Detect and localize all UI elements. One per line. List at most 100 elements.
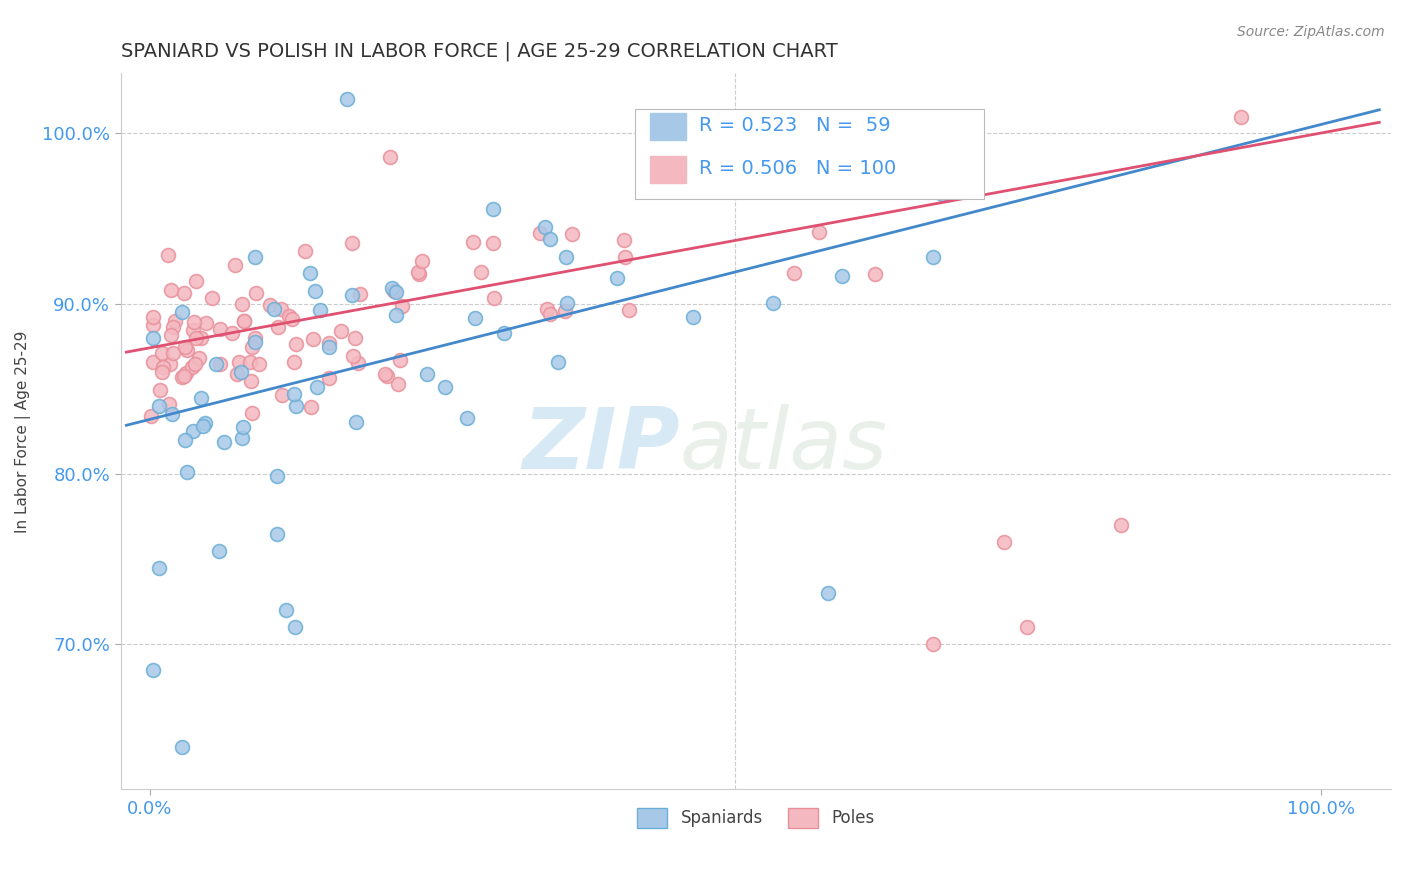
Point — [190, 391, 212, 405]
Point — [993, 535, 1015, 549]
Point — [209, 321, 232, 335]
Point — [173, 368, 195, 383]
Point — [408, 267, 430, 281]
Point — [142, 318, 165, 333]
Point — [804, 136, 827, 151]
Point — [381, 281, 404, 295]
FancyBboxPatch shape — [636, 109, 984, 199]
Point — [231, 432, 253, 446]
Point — [195, 316, 218, 330]
Point — [283, 387, 305, 401]
Point — [142, 355, 165, 369]
Point — [318, 336, 340, 351]
Point — [263, 301, 285, 316]
Point — [346, 356, 368, 370]
Point — [201, 291, 224, 305]
Point — [152, 359, 174, 374]
Point — [298, 266, 321, 280]
Point — [228, 355, 250, 369]
Point — [529, 227, 551, 241]
Point — [267, 319, 290, 334]
Point — [170, 370, 193, 384]
Point — [613, 233, 636, 247]
Point — [863, 267, 886, 281]
Point — [538, 307, 561, 321]
Point — [318, 370, 340, 384]
Point — [301, 401, 323, 415]
Point — [336, 92, 359, 106]
Point — [284, 620, 307, 634]
Point — [160, 283, 183, 297]
Point — [344, 415, 367, 429]
Point — [305, 380, 328, 394]
Point — [243, 331, 266, 345]
Point — [284, 336, 307, 351]
Point — [142, 310, 165, 324]
Point — [226, 367, 249, 381]
Point — [613, 250, 636, 264]
Point — [240, 340, 263, 354]
Point — [470, 264, 492, 278]
Point — [245, 335, 267, 350]
Point — [931, 187, 953, 202]
Point — [783, 266, 806, 280]
Point — [1230, 110, 1253, 124]
Point — [229, 366, 252, 380]
Point — [464, 311, 486, 326]
Text: ZIP: ZIP — [522, 404, 679, 487]
Point — [278, 309, 301, 323]
Point — [148, 399, 170, 413]
Point — [387, 377, 409, 392]
Text: R = 0.523   N =  59: R = 0.523 N = 59 — [699, 116, 890, 136]
Point — [150, 345, 173, 359]
Point — [266, 526, 288, 541]
Point — [142, 331, 165, 345]
Point — [160, 327, 183, 342]
Point — [533, 220, 555, 235]
Point — [176, 465, 198, 479]
Text: R = 0.506   N = 100: R = 0.506 N = 100 — [699, 159, 896, 178]
Point — [183, 358, 205, 372]
Point — [233, 314, 256, 328]
Point — [149, 383, 172, 397]
Point — [190, 331, 212, 345]
Point — [162, 319, 184, 334]
Point — [382, 284, 405, 298]
Point — [536, 301, 558, 316]
Point — [156, 248, 179, 262]
Point — [183, 323, 205, 337]
Point — [922, 637, 945, 651]
Point — [160, 407, 183, 421]
Point — [692, 170, 714, 185]
Point — [560, 227, 582, 241]
Point — [385, 308, 408, 322]
Point — [375, 369, 398, 384]
Text: Source: ZipAtlas.com: Source: ZipAtlas.com — [1237, 25, 1385, 39]
Point — [318, 340, 340, 354]
Point — [247, 357, 270, 371]
Point — [411, 254, 433, 268]
Point — [416, 367, 439, 381]
Point — [183, 315, 205, 329]
Point — [208, 543, 231, 558]
Point — [184, 331, 207, 345]
Point — [176, 343, 198, 357]
Point — [232, 314, 254, 328]
Point — [406, 265, 429, 279]
Point — [747, 180, 769, 194]
Point — [817, 586, 839, 600]
Point — [538, 232, 561, 246]
Point — [240, 407, 263, 421]
Point — [824, 177, 846, 191]
Point — [139, 409, 162, 423]
Point — [482, 202, 505, 216]
Point — [391, 299, 413, 313]
Legend: Spaniards, Poles: Spaniards, Poles — [630, 801, 882, 835]
Point — [340, 287, 363, 301]
Point — [554, 303, 576, 318]
Point — [270, 301, 292, 316]
Point — [329, 324, 352, 338]
Point — [484, 291, 506, 305]
Point — [374, 367, 396, 381]
Point — [159, 357, 181, 371]
